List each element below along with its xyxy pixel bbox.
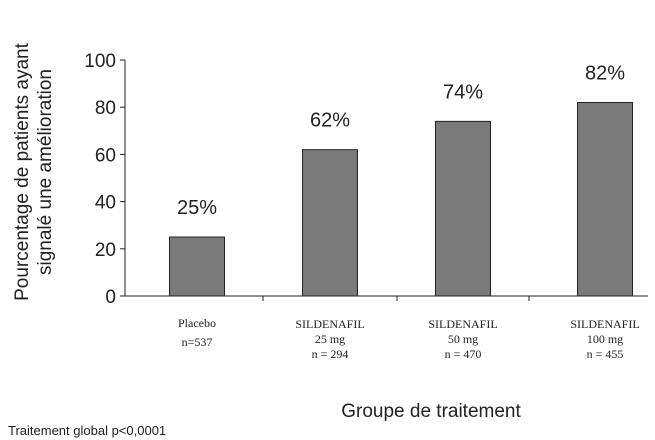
- x-category-label: n = 455: [587, 347, 624, 361]
- data-labels: 25% 62% 74% 82%: [177, 62, 625, 219]
- x-category-label: Placebo: [178, 316, 216, 330]
- x-category-label: SILDENAFIL: [428, 317, 497, 331]
- x-category-label: 100 mg: [587, 332, 623, 346]
- x-category-label: n = 294: [312, 347, 349, 361]
- y-tick-label: 20: [95, 240, 116, 261]
- bar: [302, 149, 358, 297]
- x-category-label: SILDENAFIL: [295, 317, 364, 331]
- x-category-label: SILDENAFIL: [570, 317, 639, 331]
- data-label: 82%: [585, 62, 625, 84]
- x-category-label: 25 mg: [315, 332, 345, 346]
- y-tick-label: 80: [95, 98, 116, 119]
- bar: [577, 101, 633, 297]
- data-label: 74%: [443, 81, 483, 103]
- bar: [169, 236, 225, 297]
- x-category-label: n=537: [182, 335, 213, 349]
- x-category-label: 50 mg: [448, 332, 478, 346]
- y-tick-label: 40: [95, 193, 116, 214]
- footnote: Traitement global p<0,0001: [8, 423, 166, 438]
- y-axis-title-line-1: Pourcentage de patients ayant: [12, 42, 33, 300]
- y-axis-title-line-2: signalé une amélioration: [35, 69, 56, 275]
- x-category-label: n = 470: [445, 347, 482, 361]
- y-axis-title: Pourcentage de patients ayant signalé un…: [12, 42, 56, 300]
- bars: [169, 101, 633, 297]
- data-label: 25%: [177, 197, 217, 219]
- bar: [435, 120, 491, 297]
- data-label: 62%: [310, 110, 350, 132]
- x-axis-title: Groupe de traitement: [341, 401, 521, 422]
- y-axis: 0 20 40 60 80 100: [84, 51, 530, 308]
- y-tick-label: 0: [105, 287, 116, 308]
- y-tick-label: 60: [95, 145, 116, 166]
- y-tick-label: 100: [84, 51, 116, 72]
